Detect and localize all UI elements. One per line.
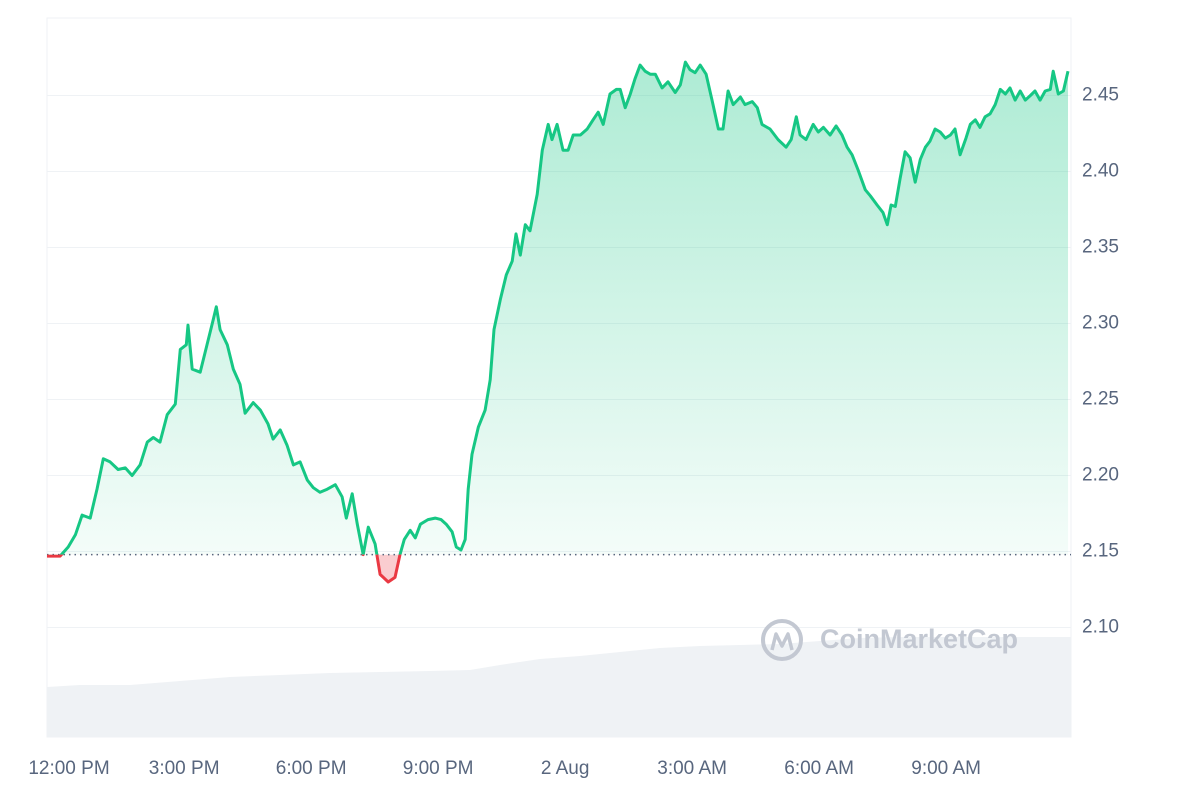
x-tick-label: 9:00 AM bbox=[911, 758, 981, 779]
y-tick-label: 2.40 bbox=[1082, 161, 1119, 182]
area-above bbox=[61, 62, 1069, 555]
volume-area bbox=[47, 637, 1071, 737]
series bbox=[47, 60, 1071, 584]
x-tick-label: 6:00 AM bbox=[784, 758, 854, 779]
x-tick-label: 9:00 PM bbox=[403, 758, 474, 779]
x-tick-label: 6:00 PM bbox=[276, 758, 347, 779]
y-tick-label: 2.15 bbox=[1082, 541, 1119, 562]
y-tick-label: 2.20 bbox=[1082, 465, 1119, 486]
watermark-text: CoinMarketCap bbox=[820, 624, 1018, 654]
y-tick-label: 2.35 bbox=[1082, 237, 1119, 258]
watermark: CoinMarketCap bbox=[761, 619, 1018, 661]
y-tick-label: 2.10 bbox=[1082, 617, 1119, 638]
x-tick-label: 2 Aug bbox=[541, 758, 590, 779]
x-tick-label: 3:00 AM bbox=[657, 758, 727, 779]
y-tick-label: 2.25 bbox=[1082, 389, 1119, 410]
y-tick-label: 2.45 bbox=[1082, 85, 1119, 106]
price-line-up bbox=[59, 60, 1070, 555]
x-tick-label: 3:00 PM bbox=[149, 758, 220, 779]
axes: 2.10 2.15 2.20 2.25 2.30 2.35 2.40 2.45 12:00 PM… bbox=[28, 85, 1119, 779]
y-tick-label: 2.30 bbox=[1082, 313, 1119, 334]
x-tick-label: 12:00 PM bbox=[28, 758, 109, 779]
